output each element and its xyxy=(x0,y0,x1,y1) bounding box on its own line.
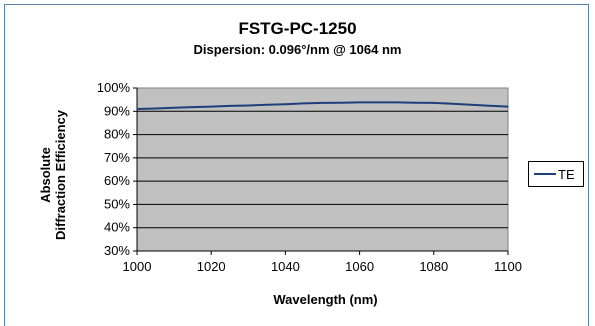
data-point xyxy=(378,102,379,103)
legend: TE xyxy=(528,161,584,187)
x-tick-label: 1020 xyxy=(197,259,226,274)
y-tick-label: 50% xyxy=(104,196,130,211)
data-point xyxy=(415,102,416,103)
data-point xyxy=(470,104,471,105)
x-tick-label: 1000 xyxy=(123,259,152,274)
data-point xyxy=(248,105,249,106)
y-tick-label: 70% xyxy=(104,150,130,165)
data-point xyxy=(174,107,175,108)
legend-swatch-te xyxy=(534,173,556,175)
y-tick-label: 80% xyxy=(104,127,130,142)
data-point xyxy=(285,104,286,105)
y-tick-label: 60% xyxy=(104,173,130,188)
plot-area xyxy=(137,88,508,251)
data-point xyxy=(322,102,323,103)
y-tick-label: 30% xyxy=(104,243,130,258)
y-tick-label: 40% xyxy=(104,220,130,235)
x-tick-label: 1040 xyxy=(271,259,300,274)
x-tick-label: 1080 xyxy=(419,259,448,274)
data-point xyxy=(211,106,212,107)
y-tick-label: 100% xyxy=(97,80,131,95)
data-point xyxy=(266,104,267,105)
data-point xyxy=(489,105,490,106)
y-tick-label: 90% xyxy=(104,103,130,118)
data-point xyxy=(452,103,453,104)
data-point xyxy=(507,106,508,107)
x-tick-label: 1060 xyxy=(345,259,374,274)
data-point xyxy=(192,106,193,107)
legend-label-te: TE xyxy=(558,167,575,182)
data-point xyxy=(396,102,397,103)
x-tick-label: 1100 xyxy=(494,259,522,274)
data-point xyxy=(340,102,341,103)
data-point xyxy=(433,102,434,103)
data-point xyxy=(359,102,360,103)
data-point xyxy=(155,108,156,109)
data-point xyxy=(229,105,230,106)
data-point xyxy=(136,108,137,109)
data-point xyxy=(303,103,304,104)
